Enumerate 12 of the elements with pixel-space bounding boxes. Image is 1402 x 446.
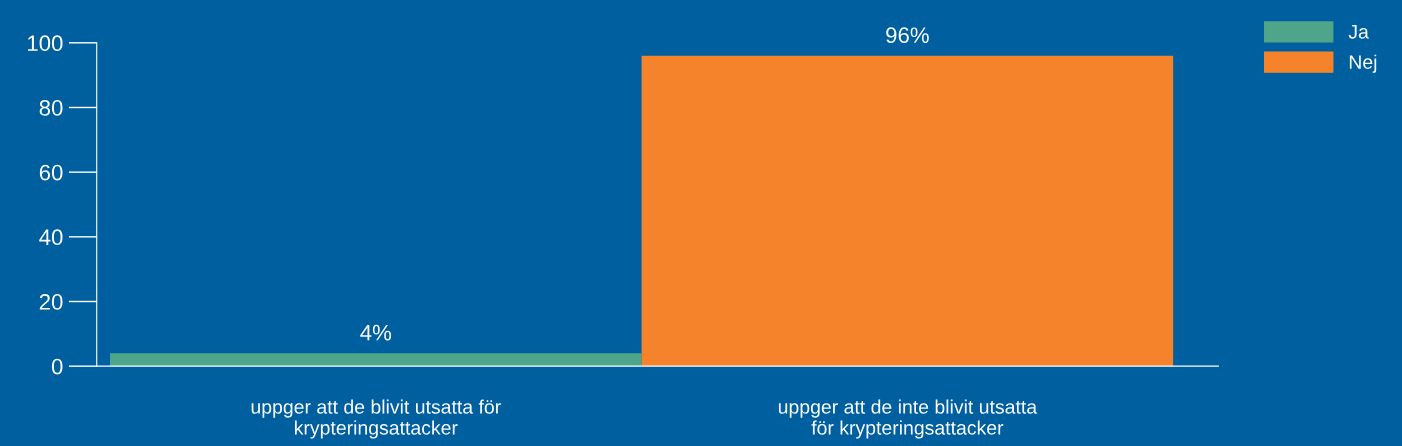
y-tick-label: 60 xyxy=(39,164,63,181)
x-tick-label: uppger att de blivit utsatta för krypteringsattacker xyxy=(251,399,501,439)
y-tick-label: 0 xyxy=(51,358,63,375)
legend-label: Nej xyxy=(1349,54,1377,73)
y-tick-label: 100 xyxy=(28,35,63,52)
y-tick-label: 80 xyxy=(39,100,63,116)
data-label: 4% xyxy=(360,324,392,341)
data-label: 96% xyxy=(886,27,929,44)
legend-label: Ja xyxy=(1348,25,1369,39)
y-tick-label: 20 xyxy=(39,294,63,310)
y-tick-label: 40 xyxy=(39,229,63,246)
x-tick-label: uppger att de inte blivit utsatta för krypteringsattacker xyxy=(778,399,1038,439)
